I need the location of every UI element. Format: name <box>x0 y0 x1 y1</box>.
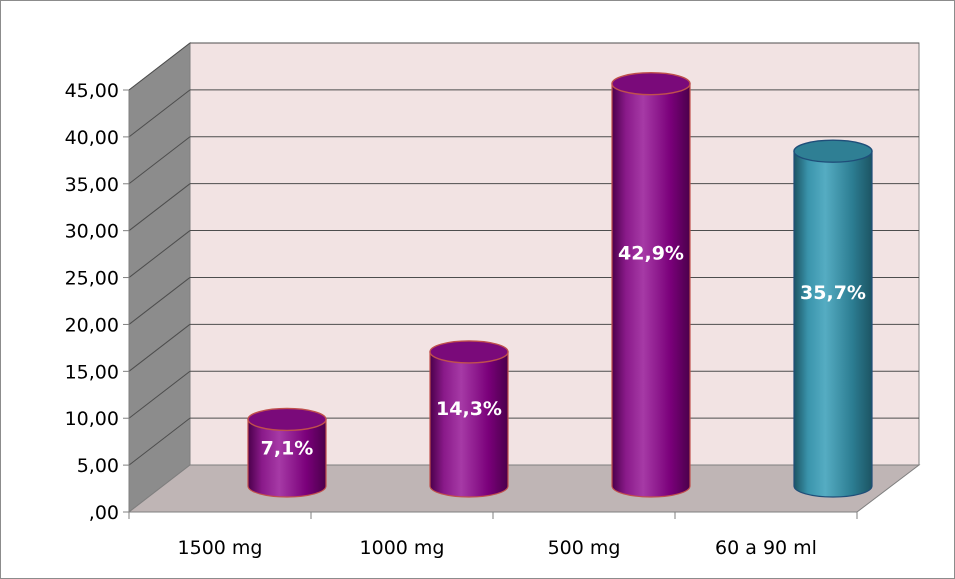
y-tick-label: 35,00 <box>65 174 119 196</box>
data-labels: 7,1% 14,3% 42,9% 35,7% <box>261 243 866 460</box>
bar-top <box>793 139 873 163</box>
data-label: 14,3% <box>436 398 502 420</box>
gridline-side <box>128 370 191 419</box>
y-axis: ,00 5,00 10,00 15,00 20,00 25,00 30,00 35,00 40,… <box>65 80 130 524</box>
gridline-side <box>128 277 191 325</box>
y-tick-label: 25,00 <box>65 268 119 290</box>
y-tick-label: 40,00 <box>65 127 119 149</box>
y-tick-label: 5,00 <box>77 455 119 477</box>
y-tick-label: 10,00 <box>65 408 119 430</box>
gridline-side <box>128 42 191 91</box>
bar-body <box>429 351 509 498</box>
bar-top <box>429 340 509 364</box>
x-tick-label: 60 a 90 ml <box>715 537 817 559</box>
x-tick-label: 1500 mg <box>178 537 263 559</box>
gridline-side <box>128 89 191 138</box>
bar-top <box>611 71 691 96</box>
x-axis: 1500 mg 1000 mg 500 mg 60 a 90 ml <box>128 511 858 559</box>
data-label: 42,9% <box>618 243 684 265</box>
gridline-side <box>128 136 191 185</box>
gridline-side <box>128 417 191 466</box>
gridline-side <box>128 323 191 372</box>
bar-body <box>247 418 327 498</box>
bar <box>429 340 509 498</box>
y-tick-label: 15,00 <box>65 361 119 383</box>
bar <box>793 139 873 498</box>
y-tick-label: 45,00 <box>65 80 119 102</box>
bars <box>247 71 873 498</box>
bar-body <box>793 150 873 498</box>
data-label: 35,7% <box>800 282 866 304</box>
y-tick-label: ,00 <box>89 502 119 524</box>
bar <box>611 71 691 498</box>
bar-top <box>247 407 327 432</box>
bar-body <box>611 83 691 498</box>
x-tick-label: 500 mg <box>548 537 621 559</box>
gridline-side <box>128 183 191 232</box>
x-tick-label: 1000 mg <box>360 537 445 559</box>
data-label: 7,1% <box>261 437 314 459</box>
bar <box>247 407 327 498</box>
y-tick-label: 20,00 <box>65 314 119 336</box>
gridline-side <box>128 230 191 278</box>
y-tick-label: 30,00 <box>65 221 119 243</box>
